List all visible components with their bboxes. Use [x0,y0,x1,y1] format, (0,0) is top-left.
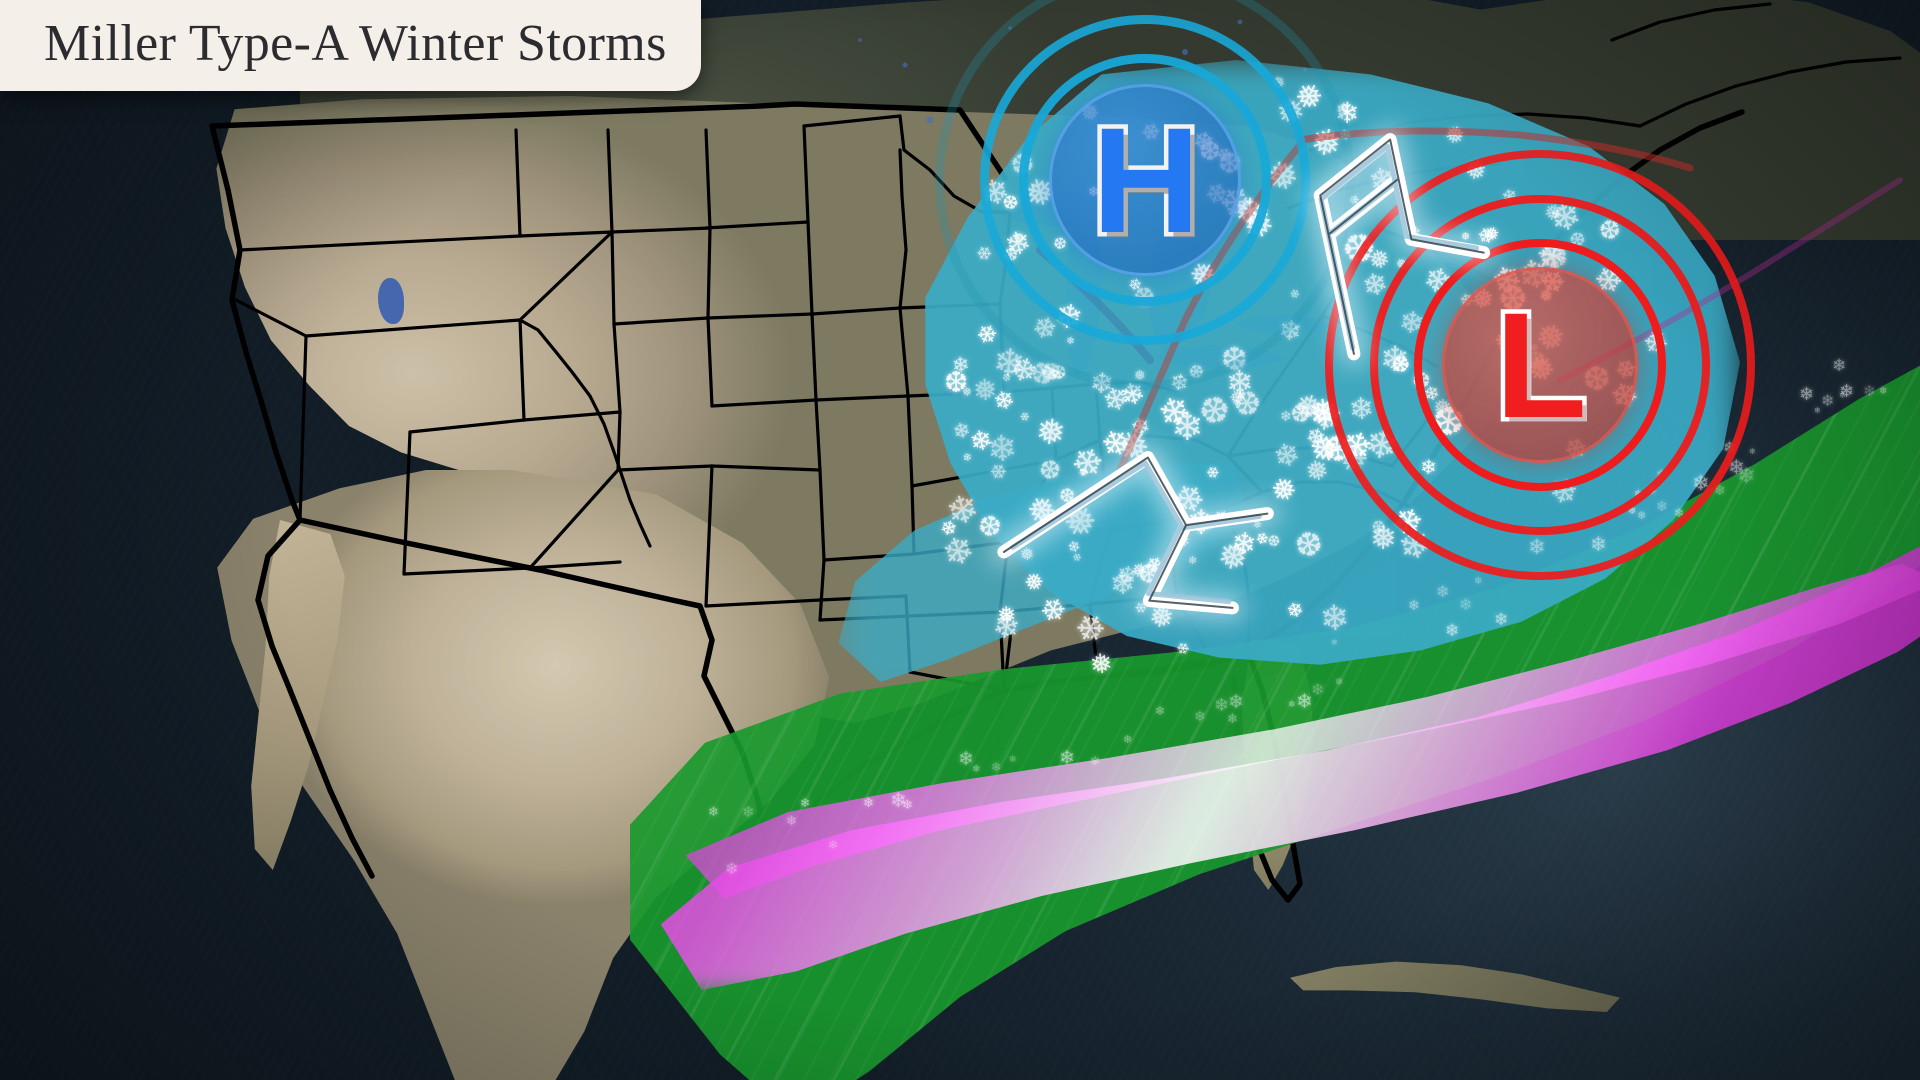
isobar-ring-inner-high [1019,54,1271,306]
wind-barb-south-icon [978,358,1333,692]
isobar-ring-outer-low [1325,150,1755,580]
isobar-ring-mid-high [980,15,1310,345]
great-salt-lake [378,278,404,324]
isobar-ring-mid-low [1370,195,1710,535]
isobar-ring-inner-low [1414,239,1666,491]
map-title-panel: Miller Type-A Winter Storms [0,0,701,91]
high-pressure-center[interactable]: H [935,0,1355,390]
page-title: Miller Type-A Winter Storms [44,15,667,72]
wind-barb-north-icon [1255,71,1535,378]
low-pressure-center[interactable]: L [1325,150,1755,580]
isobar-ring-outer-high [935,0,1355,390]
